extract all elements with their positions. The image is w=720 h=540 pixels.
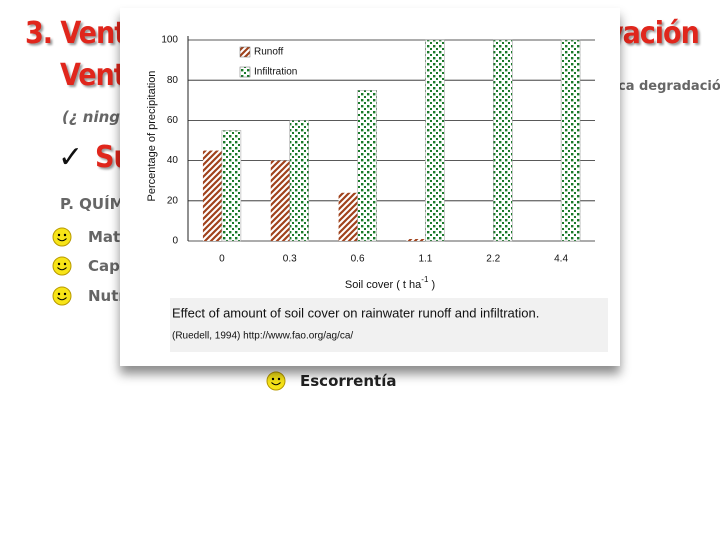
legend-label: Infiltration — [254, 67, 297, 78]
item: Mate — [88, 228, 131, 246]
x-tick-label: 0 — [219, 254, 225, 265]
bar — [202, 150, 222, 241]
bar — [357, 90, 377, 242]
title: vación — [606, 16, 700, 51]
bar — [560, 39, 581, 242]
item: Capa — [88, 257, 130, 275]
caption-box — [170, 298, 608, 352]
item: Escorrentía — [300, 372, 397, 390]
bar — [425, 39, 445, 242]
x-tick-label: 0.6 — [351, 254, 365, 265]
smiley — [52, 227, 72, 247]
y-tick-label: 80 — [167, 75, 179, 86]
x-axis-label: Soil cover ( t ha-1 ) — [345, 275, 435, 291]
chart-image: Percentage of precipitation Soil cover (… — [120, 8, 620, 366]
y-tick-label: 60 — [167, 115, 179, 126]
y-tick-label: 20 — [167, 195, 179, 206]
y-tick-label: 40 — [167, 155, 179, 166]
bar — [221, 130, 242, 242]
subtitle: ca degradación — [618, 79, 720, 94]
legend-label: Runoff — [254, 47, 284, 58]
check: ✓ — [58, 140, 84, 175]
legend-swatch — [239, 66, 251, 78]
y-tick-label: 100 — [161, 35, 178, 46]
x-axis-label-part: ) — [428, 279, 435, 291]
x-axis-label-part: Soil cover ( t ha — [345, 279, 422, 291]
x-tick-label: 0.3 — [283, 254, 297, 265]
bar — [338, 192, 358, 241]
smiley — [52, 256, 72, 276]
x-tick-label: 4.4 — [554, 254, 568, 265]
bar — [270, 160, 290, 241]
source: (Ruedell, 1994) http://www.fao.org/ag/ca… — [172, 331, 353, 342]
chart: Percentage of precipitation Soil cover (… — [146, 35, 608, 352]
bar — [493, 39, 513, 242]
y-axis-label: Percentage of precipitation — [146, 71, 158, 202]
smiley — [52, 286, 72, 306]
bar — [289, 120, 309, 242]
bar — [406, 238, 426, 241]
smiley — [266, 371, 286, 391]
caption: Effect of amount of soil cover on rainwa… — [172, 305, 539, 320]
x-tick-label: 2.2 — [486, 254, 500, 265]
y-tick-label: 0 — [172, 236, 178, 247]
x-tick-label: 1.1 — [418, 254, 432, 265]
legend-swatch — [239, 46, 251, 58]
x-axis-label-sup: -1 — [421, 275, 429, 284]
